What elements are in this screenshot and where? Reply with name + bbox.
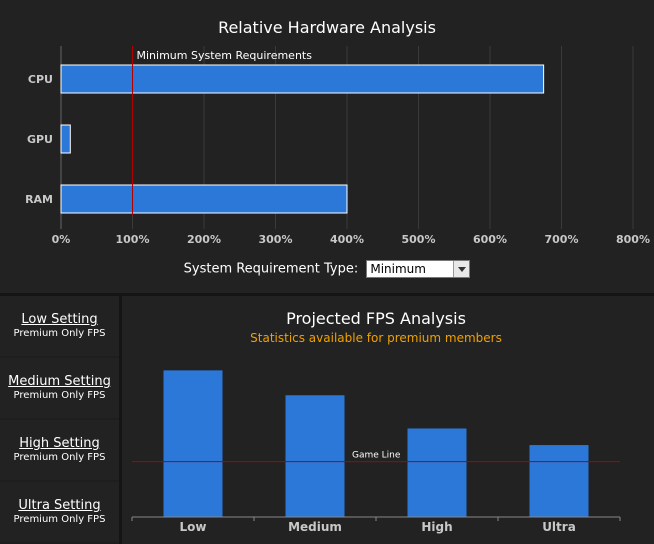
bar-gpu (60, 124, 71, 154)
fps-category-label: High (421, 520, 452, 534)
requirement-type-row: System Requirement Type: Minimum (0, 260, 654, 278)
x-tick-label: 700% (545, 233, 579, 246)
setting-low-sub: Premium Only FPS (13, 328, 106, 339)
setting-low: Low Setting Premium Only FPS (0, 296, 119, 356)
fps-bar-high (407, 428, 467, 517)
setting-low-link[interactable]: Low Setting (21, 312, 98, 327)
setting-medium-link[interactable]: Medium Setting (8, 374, 111, 389)
setting-high: High Setting Premium Only FPS (0, 420, 119, 480)
bar-ram (60, 184, 348, 214)
fps-category-label: Low (180, 520, 207, 534)
chevron-down-icon[interactable] (453, 261, 470, 277)
column-divider (119, 296, 122, 544)
fps-category-label: Ultra (542, 520, 576, 534)
fps-chart: Low Medium High Ultra Game Line (131, 370, 621, 534)
requirement-type-label: System Requirement Type: (183, 261, 359, 277)
setting-ultra-link[interactable]: Ultra Setting (18, 498, 101, 513)
bar-cpu (60, 64, 545, 94)
x-tick-label: 800% (616, 233, 650, 246)
x-tick-label: 500% (402, 233, 436, 246)
hardware-title: Relative Hardware Analysis (218, 18, 436, 37)
min-requirement-label: Minimum System Requirements (137, 49, 313, 62)
hardware-panel: Relative Hardware Analysis 0% 100% 200% 300… (0, 18, 654, 296)
requirement-type-select[interactable]: Minimum (366, 260, 471, 278)
setting-ultra: Ultra Setting Premium Only FPS (0, 482, 119, 542)
settings-list: Low Setting Premium Only FPS Medium Sett… (0, 296, 119, 544)
setting-ultra-sub: Premium Only FPS (13, 514, 106, 525)
setting-medium: Medium Setting Premium Only FPS (0, 358, 119, 418)
x-tick-label: 100% (116, 233, 150, 246)
setting-high-sub: Premium Only FPS (13, 452, 106, 463)
y-category-label: RAM (25, 193, 53, 206)
game-line-label: Game Line (352, 451, 401, 461)
fps-bar-low (163, 370, 223, 517)
hardware-chart: 0% 100% 200% 300% 400% 500% 600% 700% 800% CPU GPU… (25, 46, 650, 246)
x-tick-label: 300% (259, 233, 293, 246)
setting-medium-sub: Premium Only FPS (13, 390, 106, 401)
x-tick-label: 0% (52, 233, 71, 246)
fps-bar-ultra (529, 445, 589, 517)
x-tick-label: 600% (473, 233, 507, 246)
requirement-type-value: Minimum (370, 262, 426, 276)
fps-category-label: Medium (288, 520, 342, 534)
fps-panel: Projected FPS Analysis Statistics availa… (122, 296, 654, 544)
fps-bar-medium (285, 395, 345, 517)
x-tick-label: 400% (330, 233, 364, 246)
fps-subtitle: Statistics available for premium members (250, 331, 502, 345)
y-category-label: CPU (28, 73, 53, 86)
y-category-label: GPU (27, 133, 53, 146)
setting-high-link[interactable]: High Setting (19, 436, 100, 451)
x-tick-label: 200% (187, 233, 221, 246)
fps-title: Projected FPS Analysis (286, 309, 466, 328)
